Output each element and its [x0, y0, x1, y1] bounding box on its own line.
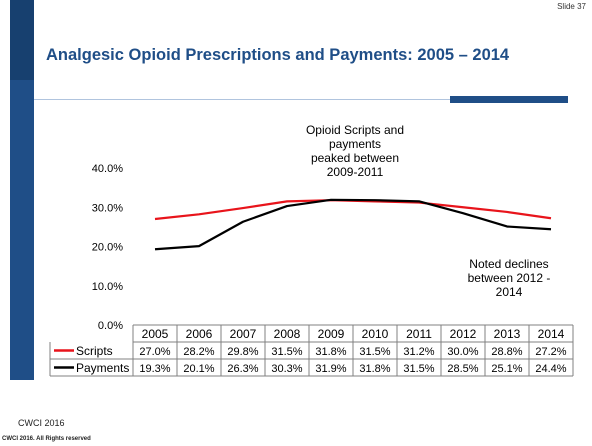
y-tick-label: 10.0%	[92, 281, 123, 293]
table-value: 27.0%	[139, 346, 170, 358]
table-value: 28.2%	[183, 346, 214, 358]
x-category-label: 2006	[186, 327, 213, 341]
slide-number: Slide 37	[557, 2, 586, 11]
table-value: 28.8%	[491, 346, 522, 358]
table-value: 31.2%	[403, 346, 434, 358]
y-tick-label: 0.0%	[98, 320, 123, 332]
table-value: 31.8%	[315, 346, 346, 358]
x-category-label: 2009	[318, 327, 345, 341]
table-value: 31.8%	[359, 363, 390, 375]
table-value: 27.2%	[535, 346, 566, 358]
x-category-label: 2005	[142, 327, 169, 341]
table-value: 26.3%	[227, 363, 258, 375]
table-value: 31.9%	[315, 363, 346, 375]
chart-annotation: payments	[329, 137, 381, 151]
chart-annotation: between 2012 -	[468, 271, 551, 285]
x-category-label: 2010	[362, 327, 389, 341]
x-category-label: 2014	[538, 327, 565, 341]
table-value: 28.5%	[447, 363, 478, 375]
series-line-payments	[154, 198, 552, 251]
slide-title: Analgesic Opioid Prescriptions and Payme…	[46, 46, 510, 64]
table-value: 31.5%	[359, 346, 390, 358]
y-tick-label: 20.0%	[92, 242, 123, 254]
table-value: 31.5%	[403, 363, 434, 375]
chart-annotation: Noted declines	[469, 257, 548, 271]
table-value: 31.5%	[271, 346, 302, 358]
footer-copyright: CWCI 2016	[18, 418, 65, 428]
series-line-scripts	[154, 199, 552, 221]
table-value: 20.1%	[183, 363, 214, 375]
table-value: 30.3%	[271, 363, 302, 375]
left-accent-bar-top	[10, 0, 34, 80]
x-category-label: 2012	[450, 327, 477, 341]
chart-annotation: 2014	[496, 285, 523, 299]
title-divider	[34, 99, 568, 100]
x-category-label: 2011	[406, 327, 432, 341]
x-category-label: 2007	[230, 327, 257, 341]
chart-annotation: 2009-2011	[327, 165, 384, 179]
x-category-label: 2008	[274, 327, 301, 341]
table-value: 30.0%	[447, 346, 478, 358]
chart-annotation: Opioid Scripts and	[306, 123, 404, 137]
table-value: 25.1%	[491, 363, 522, 375]
chart-annotation: peaked between	[311, 151, 399, 165]
footer-rights: CWCI 2016. All Rights reserved	[2, 436, 91, 442]
y-tick-label: 40.0%	[92, 163, 123, 175]
table-value: 24.4%	[535, 363, 566, 375]
y-tick-label: 30.0%	[92, 202, 123, 214]
legend-label-payments: Payments	[76, 361, 129, 375]
legend-label-scripts: Scripts	[76, 344, 113, 358]
x-category-label: 2013	[494, 327, 521, 341]
table-value: 29.8%	[227, 346, 258, 358]
table-value: 19.3%	[139, 363, 170, 375]
title-accent-bar	[450, 96, 568, 103]
